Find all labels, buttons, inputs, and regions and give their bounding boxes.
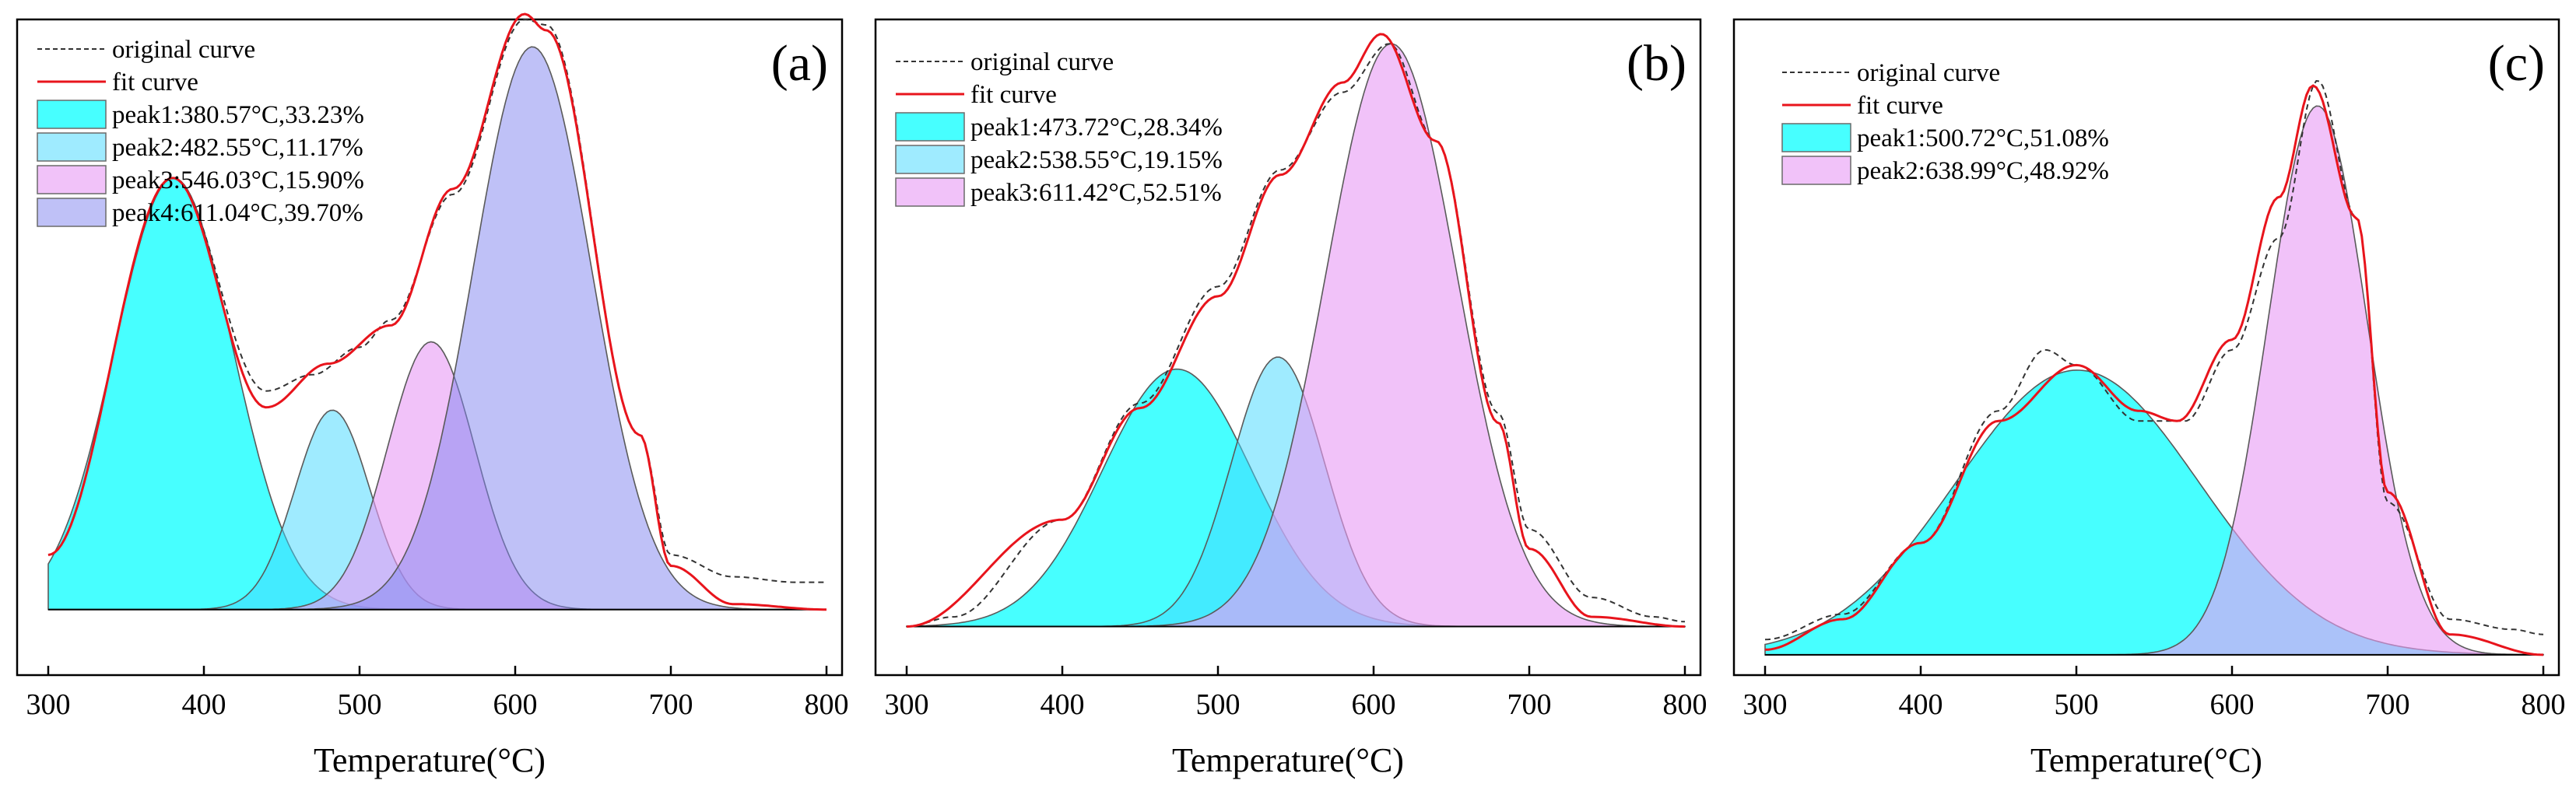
panel-a-fit-curve xyxy=(47,12,826,611)
panel-b-x-axis-title: Temperature(°C) xyxy=(1172,741,1404,779)
panel-c-legend-fit-label: fit curve xyxy=(1857,92,1943,120)
panel-b-legend-fit-label: fit curve xyxy=(970,81,1057,109)
panel-b-x-tick-label-700: 700 xyxy=(1507,688,1552,721)
panel-b-label: (b) xyxy=(1627,35,1686,92)
panel-c-x-tick-label-500: 500 xyxy=(2055,688,2099,721)
panel-a-frame xyxy=(16,18,844,677)
panel-a-x-tick-label-600: 600 xyxy=(493,688,538,721)
panel-c-legend-peak1-label: peak1:500.72°C,51.08% xyxy=(1857,124,2109,152)
panel-a: 300 400 500 600 700 800 (a) Temperature(°C) o… xyxy=(16,12,849,779)
panel-c-legend: original curve fit curve peak1:500.72°C,… xyxy=(1781,59,2109,185)
panel-b-legend-peak1-swatch xyxy=(895,112,965,142)
panel-b-fit-curve xyxy=(906,33,1686,628)
panel-b-legend-peak2-swatch xyxy=(895,145,965,174)
panel-b-legend-peak2-label: peak2:538.55°C,19.15% xyxy=(970,146,1223,174)
panel-b-original-curve xyxy=(906,43,1686,628)
panel-a-legend-peak1-swatch xyxy=(37,100,107,129)
panel-a-x-tick-label-800: 800 xyxy=(805,688,849,721)
panel-b-legend-peak3-swatch xyxy=(895,177,965,207)
panel-c-x-tick-label-400: 400 xyxy=(1899,688,1943,721)
panel-a-legend-peak4-swatch xyxy=(37,198,107,227)
panel-a-legend-peak3-swatch xyxy=(37,165,107,194)
panel-a-legend-peak3-label: peak3:546.03°C,15.90% xyxy=(112,166,364,194)
panel-b-frame xyxy=(874,18,1702,677)
panel-a-x-axis-title: Temperature(°C) xyxy=(314,741,546,779)
panel-c-legend-peak2-swatch xyxy=(1781,156,1851,185)
panel-c-legend-original-label: original curve xyxy=(1857,59,2000,87)
panel-b-legend-peak1-label: peak1:473.72°C,28.34% xyxy=(970,114,1223,142)
panel-a-legend-peak4-label: peak4:611.04°C,39.70% xyxy=(112,199,363,227)
panel-a-legend: original curve fit curve peak1:380.57°C,… xyxy=(37,36,364,227)
panel-a-legend-fit-label: fit curve xyxy=(112,68,198,96)
panel-c-x-tick-label-800: 800 xyxy=(2522,688,2566,721)
panel-b-x-tick-label-600: 600 xyxy=(1352,688,1396,721)
panel-b-legend-original-label: original curve xyxy=(970,48,1114,76)
panel-c-legend-peak2-label: peak2:638.99°C,48.92% xyxy=(1857,157,2109,185)
panel-b: 300 400 500 600 700 800 (b) Temperature(°C) o… xyxy=(874,18,1707,779)
panel-a-x-tick-label-400: 400 xyxy=(182,688,226,721)
panel-c-curves xyxy=(1764,79,2544,656)
panel-a-legend-original-label: original curve xyxy=(112,36,255,64)
panel-b-curves xyxy=(906,33,1686,628)
panel-b-x-tick-label-500: 500 xyxy=(1196,688,1241,721)
panel-c-legend-peak1-swatch xyxy=(1781,123,1851,152)
panel-c-fit-curve xyxy=(1764,84,2544,656)
panel-a-x-tick-label-300: 300 xyxy=(26,688,71,721)
panel-c-frame xyxy=(1732,18,2560,677)
panel-c-x-tick-label-700: 700 xyxy=(2366,688,2410,721)
panel-c-label: (c) xyxy=(2488,35,2545,92)
panel-c-x-axis-title: Temperature(°C) xyxy=(2030,741,2262,779)
panel-c-x-tick-label-300: 300 xyxy=(1743,688,1788,721)
panel-c: 300 400 500 600 700 800 (c) Temperature(°C) o… xyxy=(1732,18,2566,779)
panel-b-ticks: 300 400 500 600 700 800 xyxy=(885,666,1707,721)
panel-a-legend-peak1-label: peak1:380.57°C,33.23% xyxy=(112,101,364,129)
panel-a-label: (a) xyxy=(771,35,828,92)
panel-c-ticks: 300 400 500 600 700 800 xyxy=(1743,666,2566,721)
panel-b-x-tick-label-800: 800 xyxy=(1663,688,1707,721)
panel-a-legend-peak2-swatch xyxy=(37,132,107,162)
panel-b-x-tick-label-400: 400 xyxy=(1041,688,1085,721)
panel-b-x-tick-label-300: 300 xyxy=(885,688,929,721)
panel-a-x-tick-label-500: 500 xyxy=(338,688,382,721)
panel-a-curves xyxy=(47,12,826,611)
panel-a-x-tick-label-700: 700 xyxy=(649,688,693,721)
panel-b-legend: original curve fit curve peak1:473.72°C,… xyxy=(895,48,1223,207)
panel-a-legend-peak2-label: peak2:482.55°C,11.17% xyxy=(112,134,363,162)
panel-c-x-tick-label-600: 600 xyxy=(2210,688,2255,721)
panel-b-legend-peak3-label: peak3:611.42°C,52.51% xyxy=(970,179,1222,207)
panel-a-ticks: 300 400 500 600 700 800 xyxy=(26,666,849,721)
